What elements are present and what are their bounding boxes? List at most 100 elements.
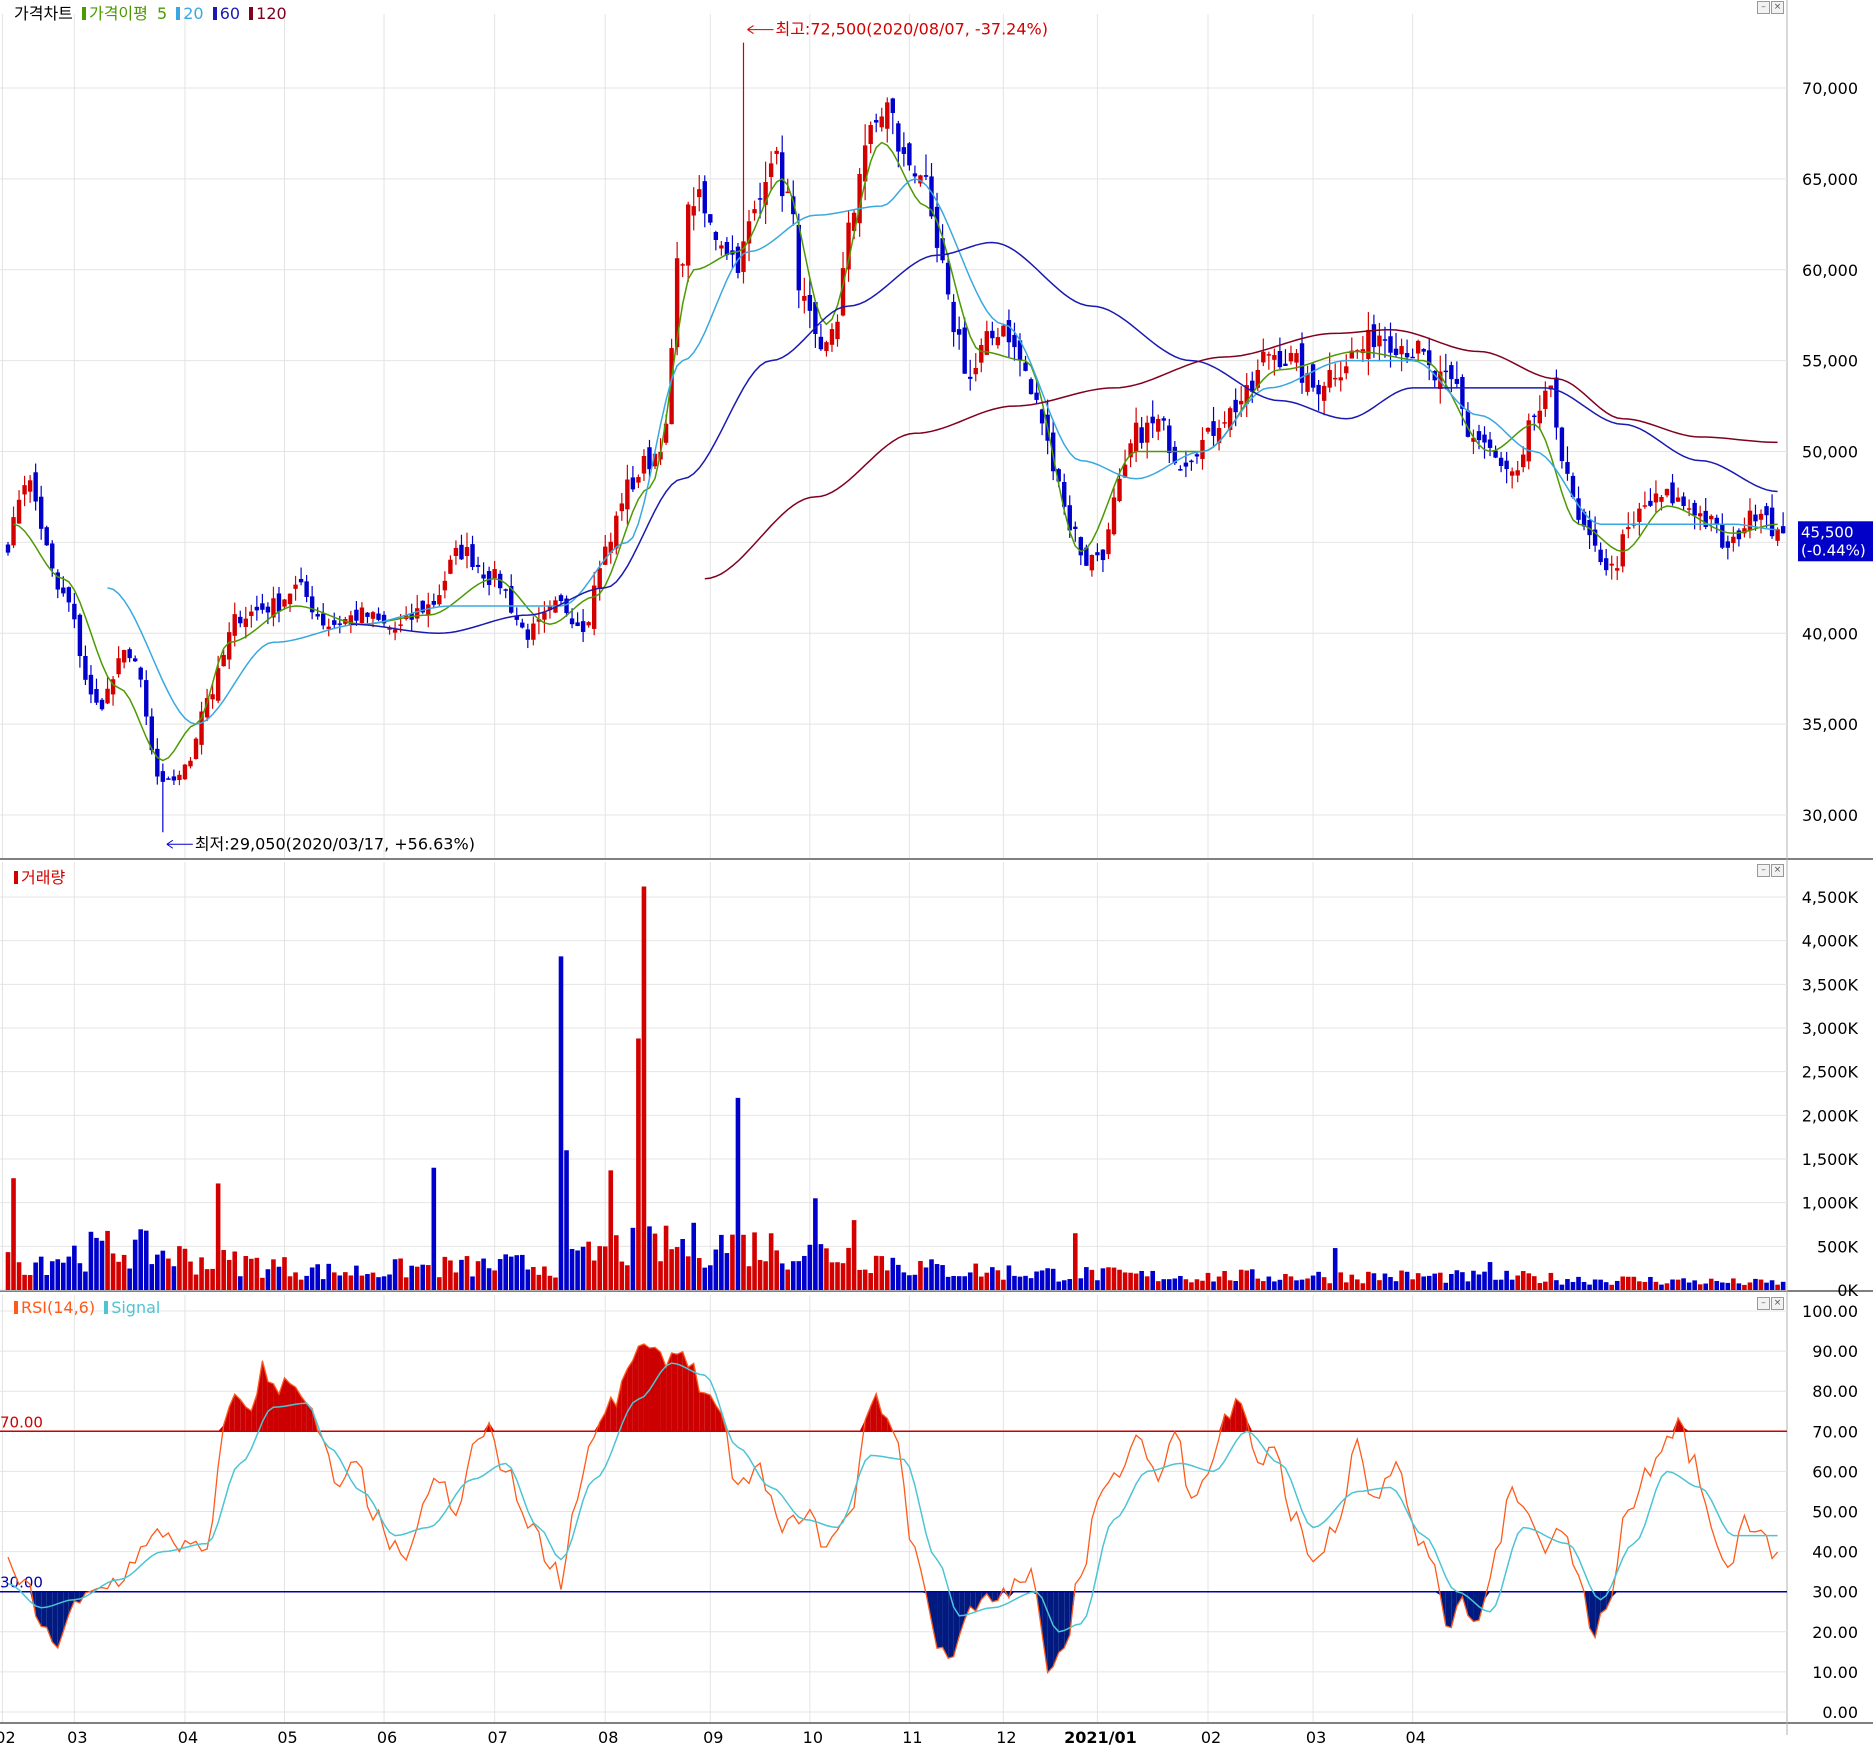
volume-bar: [1780, 1281, 1786, 1290]
candle-body: [1775, 529, 1780, 541]
rsi-tick-label: 90.00: [1812, 1342, 1858, 1361]
volume-bar: [249, 1258, 254, 1290]
volume-bar: [757, 1260, 763, 1290]
candle-body: [641, 456, 647, 474]
candle-body: [791, 196, 796, 215]
volume-bar: [868, 1273, 873, 1290]
candle-body: [83, 655, 88, 680]
candle-body: [381, 614, 387, 624]
candle-body: [868, 125, 873, 144]
ma5-legend: 5: [156, 4, 168, 23]
candle-body: [1150, 416, 1155, 424]
candle-body: [1006, 320, 1012, 343]
candle-body: [38, 496, 44, 529]
rsi-oversold-fill: [1473, 1591, 1479, 1622]
candle-body: [1747, 510, 1753, 531]
volume-panel-close-button[interactable]: ×: [1771, 864, 1784, 877]
volume-bar: [708, 1265, 713, 1290]
volume-bar: [1410, 1279, 1415, 1290]
candle-body: [1139, 427, 1144, 443]
rsi-panel-minimize-button[interactable]: –: [1757, 1297, 1770, 1310]
volume-bar: [829, 1262, 835, 1290]
rsi-tick-label: 0.00: [1822, 1703, 1858, 1722]
volume-bar: [1388, 1277, 1393, 1290]
volume-bar: [1736, 1283, 1742, 1290]
candle-body: [238, 616, 243, 624]
volume-bar: [1343, 1282, 1349, 1290]
volume-bar: [116, 1261, 121, 1290]
candle-body: [1084, 547, 1089, 566]
candle-body: [475, 564, 481, 567]
volume-bar: [818, 1244, 824, 1290]
candle-body: [99, 699, 105, 710]
volume-bar: [431, 1167, 437, 1290]
candle-body: [276, 593, 282, 612]
candle-body: [210, 694, 215, 700]
volume-bar: [597, 1246, 603, 1290]
candle-body: [1709, 515, 1714, 520]
volume-bar: [636, 1038, 641, 1290]
volume-bar: [1117, 1269, 1122, 1290]
volume-bar: [779, 1263, 785, 1290]
volume-bar: [188, 1261, 193, 1290]
candle-body: [177, 774, 182, 780]
ma120-legend: 120: [256, 4, 287, 23]
price-legend: 가격차트 가격이평 5 20 60 120: [14, 0, 291, 24]
rsi-overbought-fill: [245, 1407, 252, 1432]
candle-body: [1443, 370, 1448, 373]
candle-body: [470, 544, 475, 567]
volume-bar: [1316, 1271, 1321, 1290]
price-panel-close-button[interactable]: ×: [1771, 1, 1784, 14]
rsi-tick-label: 60.00: [1812, 1462, 1858, 1481]
volume-bar: [403, 1277, 409, 1290]
volume-bar: [1106, 1267, 1111, 1290]
volume-bar: [348, 1275, 354, 1290]
volume-bar: [61, 1262, 66, 1290]
candle-body: [144, 680, 149, 717]
candle-body: [785, 191, 790, 194]
candle-body: [138, 667, 143, 680]
candle-body: [1521, 454, 1526, 468]
volume-panel-minimize-button[interactable]: –: [1757, 864, 1770, 877]
ma120-legend-swatch: [249, 7, 254, 20]
candle-body: [1117, 478, 1122, 502]
candle-body: [1156, 418, 1161, 432]
volume-bar: [260, 1277, 265, 1290]
candle-body: [647, 447, 652, 470]
price-panel-minimize-button[interactable]: –: [1757, 1, 1770, 14]
candle-body: [1504, 460, 1509, 470]
volume-bar: [1598, 1279, 1603, 1290]
volume-bar: [392, 1259, 398, 1290]
rsi-panel-close-button[interactable]: ×: [1771, 1297, 1784, 1310]
volume-bar: [1775, 1284, 1780, 1290]
volume-bar: [896, 1264, 901, 1290]
rsi-tick-label: 100.00: [1802, 1302, 1858, 1321]
candle-body: [1576, 498, 1581, 520]
price-tick-label: 55,000: [1802, 352, 1858, 371]
candle-body: [1299, 343, 1305, 383]
candle-body: [1410, 356, 1415, 359]
candle-body: [354, 609, 359, 621]
candle-body: [1250, 380, 1255, 392]
rsi-oversold-fill: [948, 1591, 954, 1659]
volume-bars: [5, 886, 1786, 1290]
candle-body: [370, 612, 376, 619]
last-price-box: [1798, 521, 1873, 562]
candle-body: [1310, 364, 1316, 388]
volume-bar: [1708, 1278, 1714, 1290]
volume-bar: [1377, 1280, 1382, 1290]
candle-body: [249, 611, 254, 616]
candle-body: [22, 485, 27, 495]
signal-legend-swatch: [104, 1301, 109, 1314]
volume-bar: [614, 1235, 619, 1290]
volume-bar: [1454, 1270, 1460, 1290]
rsi-overbought-fill: [876, 1393, 882, 1432]
candle-body: [1344, 366, 1349, 374]
candle-body: [995, 337, 1001, 346]
candle-body: [1626, 527, 1631, 530]
volume-bar: [1310, 1275, 1316, 1290]
volume-bar: [741, 1234, 746, 1290]
volume-bar: [525, 1269, 531, 1290]
rsi-overbought-fill: [605, 1397, 611, 1432]
candle-body: [1382, 339, 1388, 341]
